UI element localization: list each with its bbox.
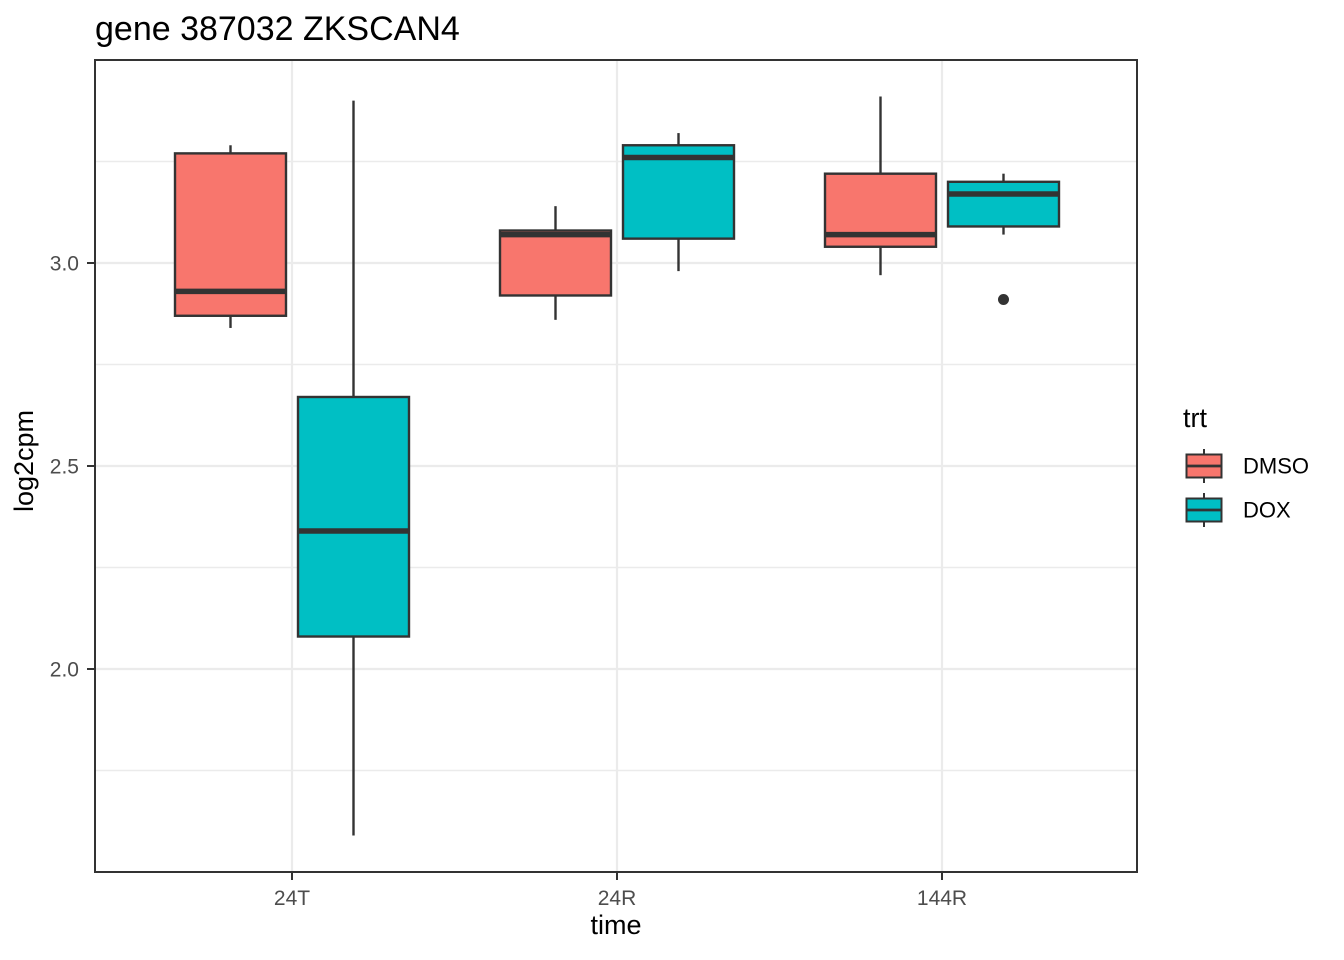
iqr-box bbox=[621, 144, 736, 240]
box-DOX-24R bbox=[621, 133, 736, 272]
iqr-box bbox=[946, 180, 1061, 228]
x-axis-title: time bbox=[590, 910, 641, 940]
box-DMSO-144R bbox=[823, 96, 938, 276]
legend-key-DOX bbox=[1185, 493, 1223, 527]
panel-layer: 2.0 2.5 3.0 24T 24R 144R bbox=[50, 59, 1138, 910]
x-tick-label: 24R bbox=[598, 887, 637, 910]
y-tick-label: 2.0 bbox=[50, 659, 79, 682]
x-tick-label: 144R bbox=[917, 887, 967, 910]
legend-key-DMSO bbox=[1185, 449, 1223, 483]
box-DMSO-24T bbox=[173, 145, 288, 328]
box-DOX-144R bbox=[946, 173, 1061, 306]
box-DOX-24T bbox=[296, 100, 411, 836]
legend-title: trt bbox=[1183, 403, 1207, 433]
legend-layer: DMSO DOX bbox=[1185, 449, 1309, 527]
iqr-box bbox=[498, 229, 613, 297]
box-DMSO-24R bbox=[498, 206, 613, 320]
y-tick-label: 3.0 bbox=[50, 253, 79, 276]
plot-title: gene 387032 ZKSCAN4 bbox=[95, 10, 460, 48]
y-axis-title: log2cpm bbox=[9, 410, 39, 512]
legend-label-DOX: DOX bbox=[1243, 498, 1291, 523]
legend-label-DMSO: DMSO bbox=[1243, 454, 1309, 479]
x-tick-label: 24T bbox=[274, 887, 310, 910]
iqr-box bbox=[296, 395, 411, 638]
y-tick-label: 2.5 bbox=[50, 456, 79, 479]
outlier-point bbox=[998, 294, 1009, 306]
